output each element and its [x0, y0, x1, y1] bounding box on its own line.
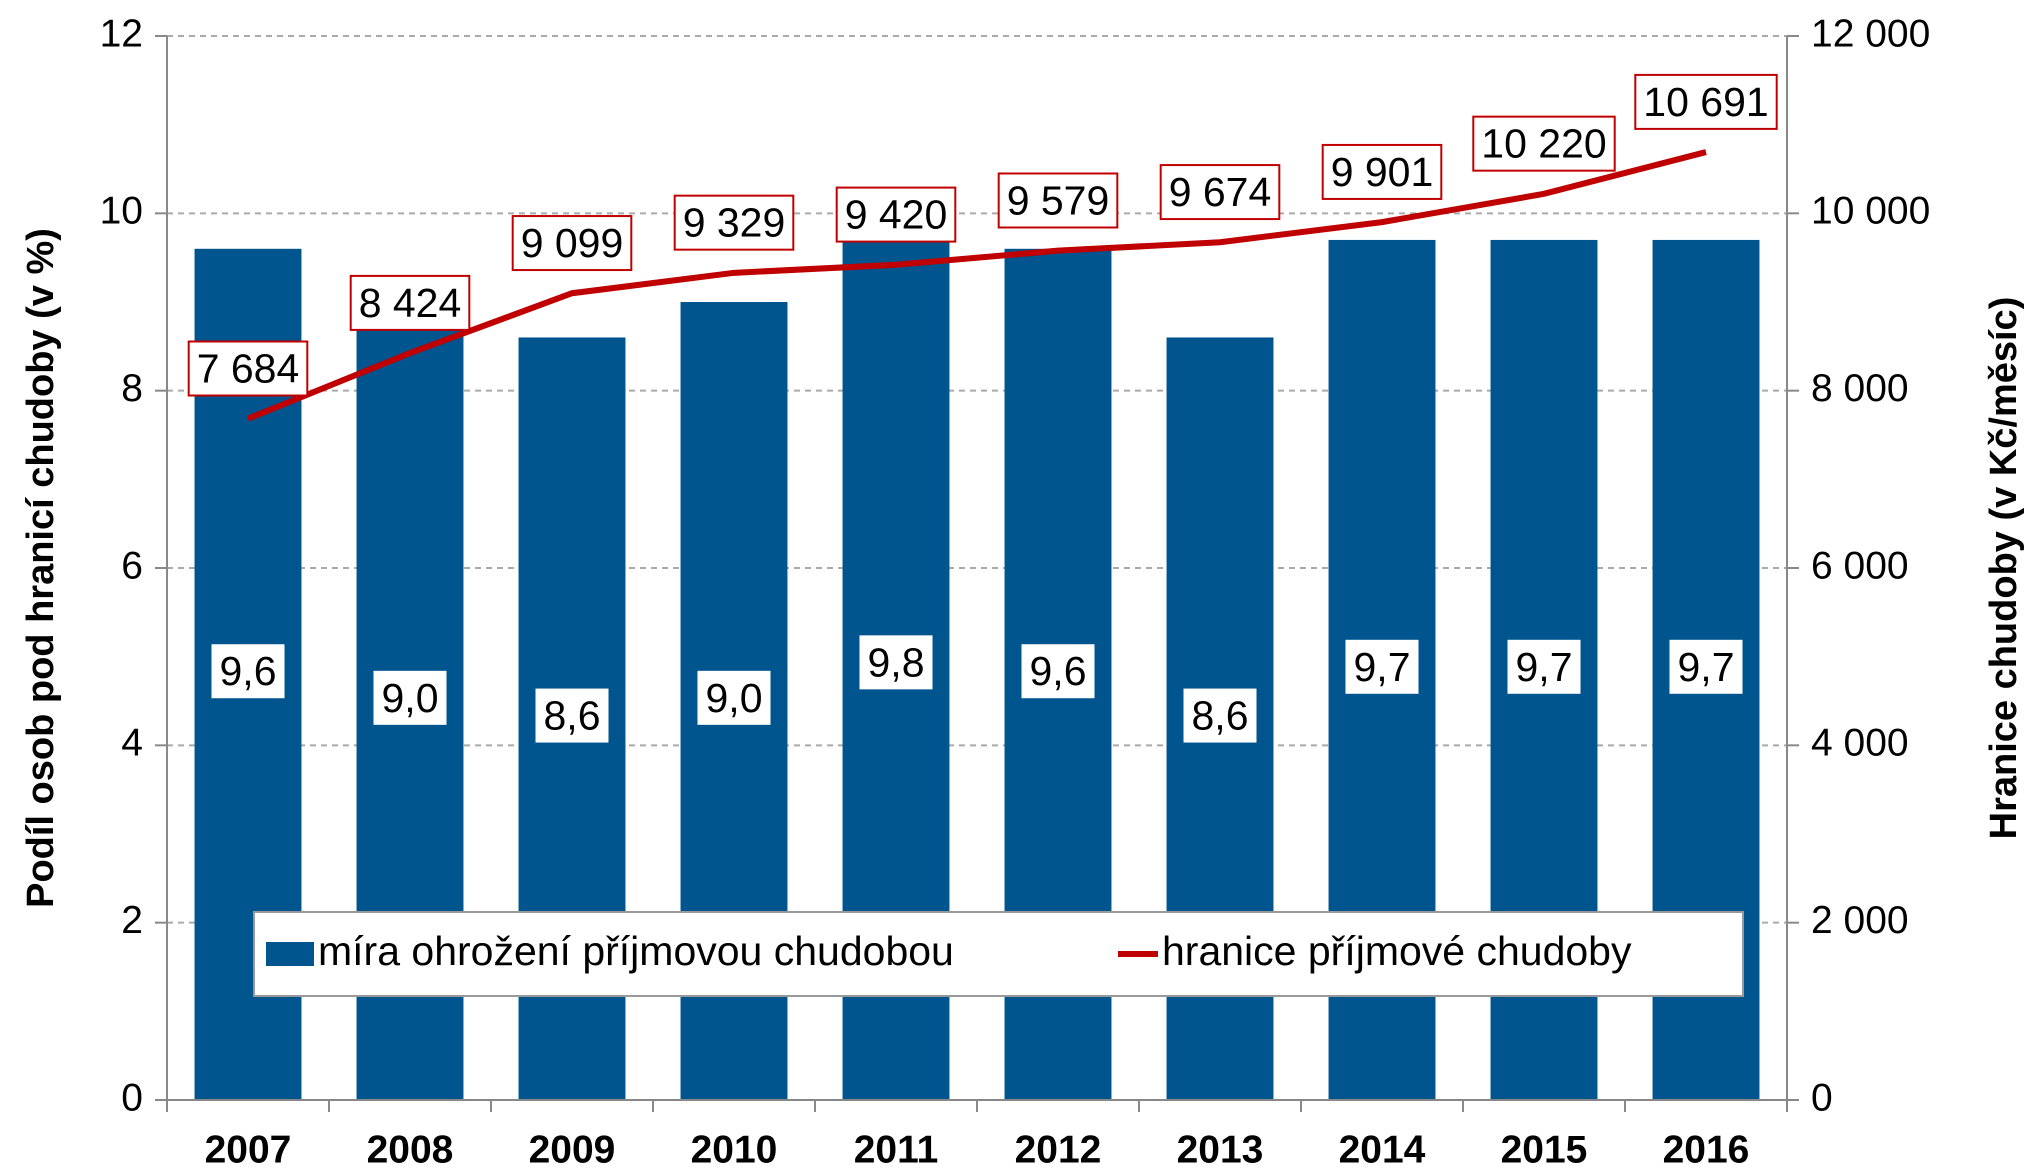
label-box	[697, 670, 771, 725]
x-tick-label: 2013	[1177, 1128, 1264, 1171]
label-box	[1345, 639, 1419, 694]
line-label: 9 329	[683, 200, 786, 246]
label-box	[373, 670, 447, 725]
y2-tick-label: 12 000	[1811, 12, 1930, 55]
bar-label: 9,6	[1030, 648, 1087, 694]
x-tick-label: 2014	[1339, 1128, 1426, 1171]
label-box	[1472, 115, 1616, 172]
y-tick-label: 0	[121, 1076, 143, 1119]
legend-box	[253, 911, 1744, 997]
line-label: 8 424	[359, 280, 462, 326]
bar-label: 9,7	[1354, 644, 1411, 690]
bar-label: 8,6	[1192, 693, 1249, 739]
label-box	[1321, 143, 1443, 200]
line-label: 9 420	[845, 192, 948, 238]
label-box	[1634, 73, 1778, 130]
label-box	[997, 172, 1119, 229]
y2-tick-label: 4 000	[1811, 722, 1909, 765]
x-tick-label: 2016	[1663, 1128, 1750, 1171]
y2-tick-label: 2 000	[1811, 899, 1909, 942]
y2-axis-title: Hranice chudoby (v Kč/měsíc)	[1983, 297, 2025, 840]
line-label: 9 674	[1169, 169, 1272, 215]
label-box	[859, 635, 933, 690]
y-tick-label: 10	[100, 190, 143, 233]
label-box	[1669, 639, 1743, 694]
line-label: 9 579	[1007, 177, 1110, 223]
y-tick-label: 12	[100, 12, 143, 55]
label-box	[1183, 688, 1257, 743]
y-tick-label: 2	[121, 899, 143, 942]
x-tick-label: 2009	[529, 1128, 616, 1171]
x-tick-label: 2008	[367, 1128, 454, 1171]
label-box	[187, 340, 309, 397]
x-tick-label: 2011	[854, 1128, 939, 1171]
line	[246, 149, 1707, 422]
bar-label: 9,0	[382, 675, 439, 721]
label-box	[673, 194, 795, 251]
label-box	[1507, 639, 1581, 694]
y2-tick-label: 10 000	[1811, 190, 1930, 233]
label-box	[535, 688, 609, 743]
y2-tick-label: 0	[1811, 1076, 1833, 1119]
label-box	[835, 186, 957, 243]
bar-label: 9,8	[868, 639, 925, 685]
label-box	[1021, 644, 1095, 699]
line-label: 10 691	[1643, 79, 1768, 125]
label-box	[1159, 164, 1281, 221]
legend-label: míra ohrožení příjmovou chudobou	[318, 928, 954, 974]
label-box	[349, 274, 471, 331]
x-tick-label: 2010	[691, 1128, 778, 1171]
y-tick-label: 8	[121, 367, 143, 410]
y2-tick-label: 8 000	[1811, 367, 1909, 410]
bar-label: 9,7	[1516, 644, 1573, 690]
line-label: 10 220	[1481, 121, 1606, 167]
y-tick-label: 4	[121, 722, 143, 765]
line-label: 9 901	[1331, 149, 1434, 195]
bar-label: 9,6	[220, 648, 277, 694]
y2-tick-label: 6 000	[1811, 544, 1909, 587]
label-box	[511, 215, 633, 272]
bar-label: 8,6	[544, 693, 601, 739]
x-tick-label: 2015	[1501, 1128, 1588, 1171]
y-tick-label: 6	[121, 544, 143, 587]
x-tick-label: 2012	[1015, 1128, 1102, 1171]
line-label: 7 684	[197, 346, 300, 392]
line-label: 9 099	[521, 220, 624, 266]
legend-label: hranice příjmové chudoby	[1162, 928, 1632, 974]
label-box	[211, 644, 285, 699]
legend-swatch	[266, 942, 314, 966]
bar-label: 9,0	[706, 675, 763, 721]
x-tick-label: 2007	[205, 1128, 292, 1171]
bar-label: 9,7	[1678, 644, 1735, 690]
y-axis-title: Podíl osob pod hranicí chudoby (v %)	[20, 228, 62, 908]
